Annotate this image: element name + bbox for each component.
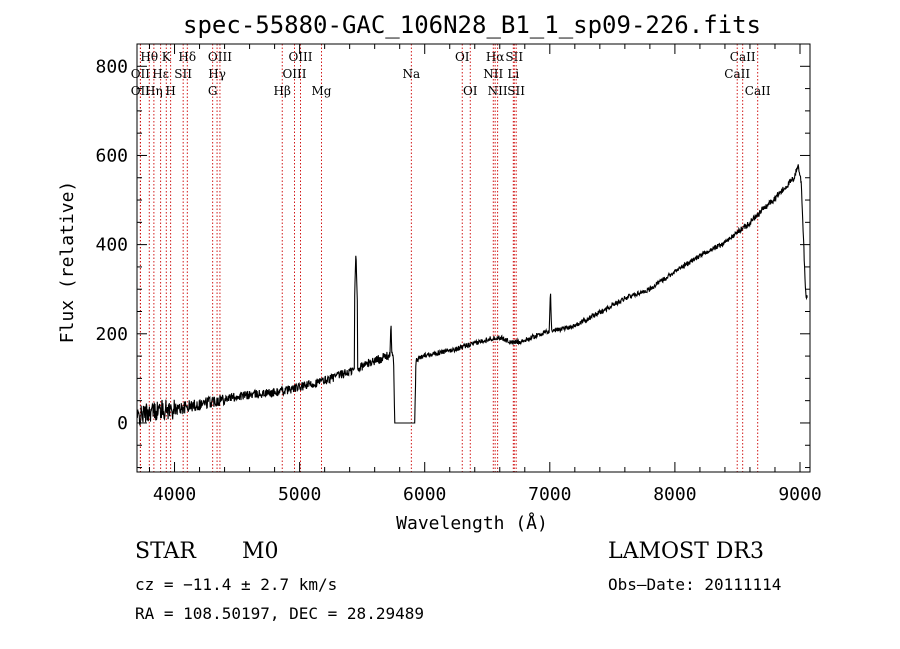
y-tick-label-0: 0 xyxy=(117,413,128,434)
line-label-27: CaII xyxy=(745,84,771,98)
line-label-15: Mg xyxy=(312,84,332,98)
line-label-6: Hδ xyxy=(178,50,196,64)
line-label-9: OIII xyxy=(208,50,232,64)
line-label-26: CaII xyxy=(724,67,750,81)
line-label-14: Hβ xyxy=(274,84,291,98)
obs-date-text: Obs–Date: 20111114 xyxy=(608,575,782,594)
line-label-12: OIII xyxy=(288,50,312,64)
line-label-3: K xyxy=(162,50,172,64)
line-label-25: CaII xyxy=(730,50,756,64)
line-label-7: SII xyxy=(174,67,192,81)
line-label-17: OI xyxy=(455,50,470,64)
object-subclass: M0 xyxy=(242,539,279,564)
line-label-20: NII xyxy=(483,67,503,81)
line-label-22: SII xyxy=(505,50,523,64)
line-label-24: SII xyxy=(507,84,525,98)
x-tick-label-1: 5000 xyxy=(278,484,321,505)
line-label-1: OII xyxy=(131,67,151,81)
x-tick-label-0: 4000 xyxy=(153,484,196,505)
x-axis-label: Wavelength (Å) xyxy=(396,512,548,534)
line-label-21: NII xyxy=(488,84,508,98)
object-class: STAR xyxy=(135,539,196,564)
coordinates-text: RA = 108.50197, DEC = 28.29489 xyxy=(135,604,424,623)
axis-ticks: 4000 5000 6000 7000 8000 9000 0 200 400 600 800 xyxy=(95,44,822,505)
line-label-19: Hα xyxy=(486,50,505,64)
x-tick-label-5: 9000 xyxy=(778,484,821,505)
plot-frame xyxy=(136,43,811,473)
line-label-10: Hγ xyxy=(208,67,226,81)
line-label-0: Hθ xyxy=(140,50,158,64)
line-label-5: Hη xyxy=(145,84,163,98)
line-label-11: G xyxy=(208,84,218,98)
survey-name: LAMOST DR3 xyxy=(608,539,764,564)
line-label-23: Li xyxy=(507,67,519,81)
line-label-2: OII xyxy=(131,84,151,98)
line-label-13: OIII xyxy=(282,67,306,81)
redshift-text: cz = −11.4 ± 2.7 km/s xyxy=(135,575,338,594)
y-tick-label-2: 400 xyxy=(95,235,128,256)
y-tick-label-1: 200 xyxy=(95,324,128,345)
line-label-16: Na xyxy=(403,67,421,81)
x-tick-label-3: 7000 xyxy=(528,484,571,505)
spectral-line-markers: Hθ OII OII K Hε Hη Hδ SII H OIII Hγ G OIII OIII Hβ Mg Na… xyxy=(131,44,771,472)
y-tick-label-4: 800 xyxy=(95,56,128,77)
x-tick-label-2: 6000 xyxy=(403,484,446,505)
chart-title: spec-55880-GAC_106N28_B1_1_sp09-226.fits xyxy=(183,11,761,39)
x-tick-label-4: 8000 xyxy=(653,484,696,505)
line-label-4: Hε xyxy=(152,67,169,81)
y-axis-label: Flux (relative) xyxy=(57,181,78,344)
line-label-18: OI xyxy=(463,84,478,98)
y-tick-label-3: 600 xyxy=(95,145,128,166)
spectrum-line xyxy=(136,164,808,426)
line-label-8: H xyxy=(165,84,175,98)
